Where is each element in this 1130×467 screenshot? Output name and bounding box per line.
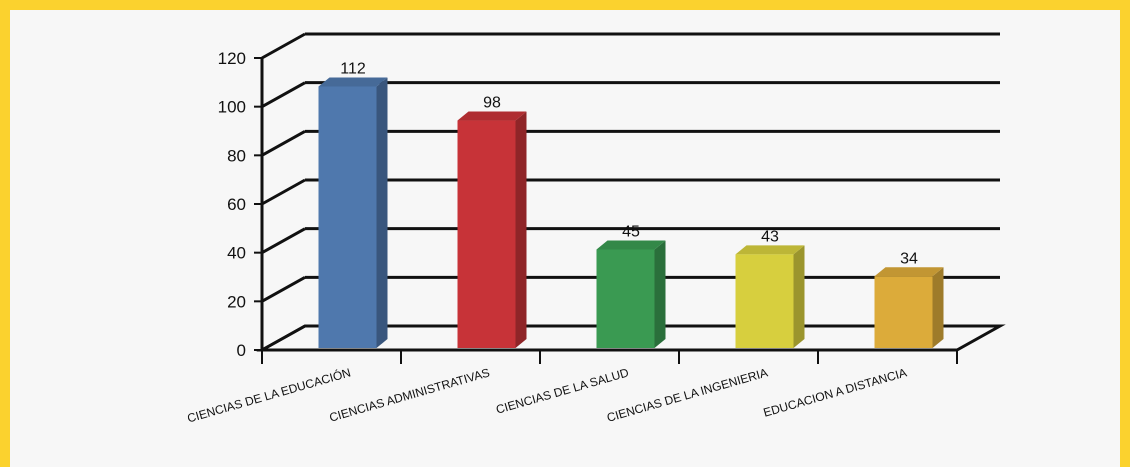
bar	[318, 86, 377, 348]
bar-side	[515, 111, 527, 349]
gridline-diagonal	[261, 227, 306, 254]
gridline-diagonal	[261, 178, 306, 206]
gridline-diagonal	[261, 32, 306, 60]
x-category-label: CIENCIAS DE LA INGENIERIA	[605, 365, 769, 424]
y-tick-label: 120	[218, 49, 246, 68]
gridline-diagonal	[261, 130, 306, 157]
y-tick-label: 60	[227, 195, 246, 214]
gridline-diagonal	[261, 276, 306, 303]
bar-side	[932, 267, 944, 348]
x-category-label: CIENCIAS ADMINISTRATIVAS	[328, 365, 492, 424]
data-label: 98	[483, 95, 501, 112]
bar-top	[735, 245, 805, 255]
y-tick-label: 20	[227, 292, 246, 311]
chart-floor	[256, 324, 1006, 352]
y-tick-label: 0	[237, 341, 246, 360]
data-label: 45	[622, 224, 640, 241]
bar-top	[874, 267, 944, 277]
bar-top	[596, 240, 666, 250]
chart-panel	[10, 10, 1120, 467]
x-category-label: EDUCACION A DISTANCIA	[762, 365, 909, 419]
bar	[457, 120, 516, 349]
data-label: 34	[900, 250, 918, 267]
data-label: 112	[340, 60, 366, 77]
gridline-diagonal	[261, 81, 306, 108]
y-tick-label: 80	[227, 146, 246, 165]
x-category-label: CIENCIAS DE LA EDUCACIÓN	[185, 364, 352, 425]
bar-top	[457, 111, 527, 121]
bar-side	[376, 77, 388, 348]
bar	[596, 249, 655, 348]
data-label: 43	[761, 228, 779, 245]
bar-side	[654, 240, 666, 348]
bar	[874, 276, 933, 348]
y-tick-label: 40	[227, 244, 246, 263]
y-tick-label: 100	[218, 98, 246, 117]
bar-side	[793, 245, 805, 348]
bar-top	[318, 77, 388, 87]
bar	[735, 254, 794, 348]
